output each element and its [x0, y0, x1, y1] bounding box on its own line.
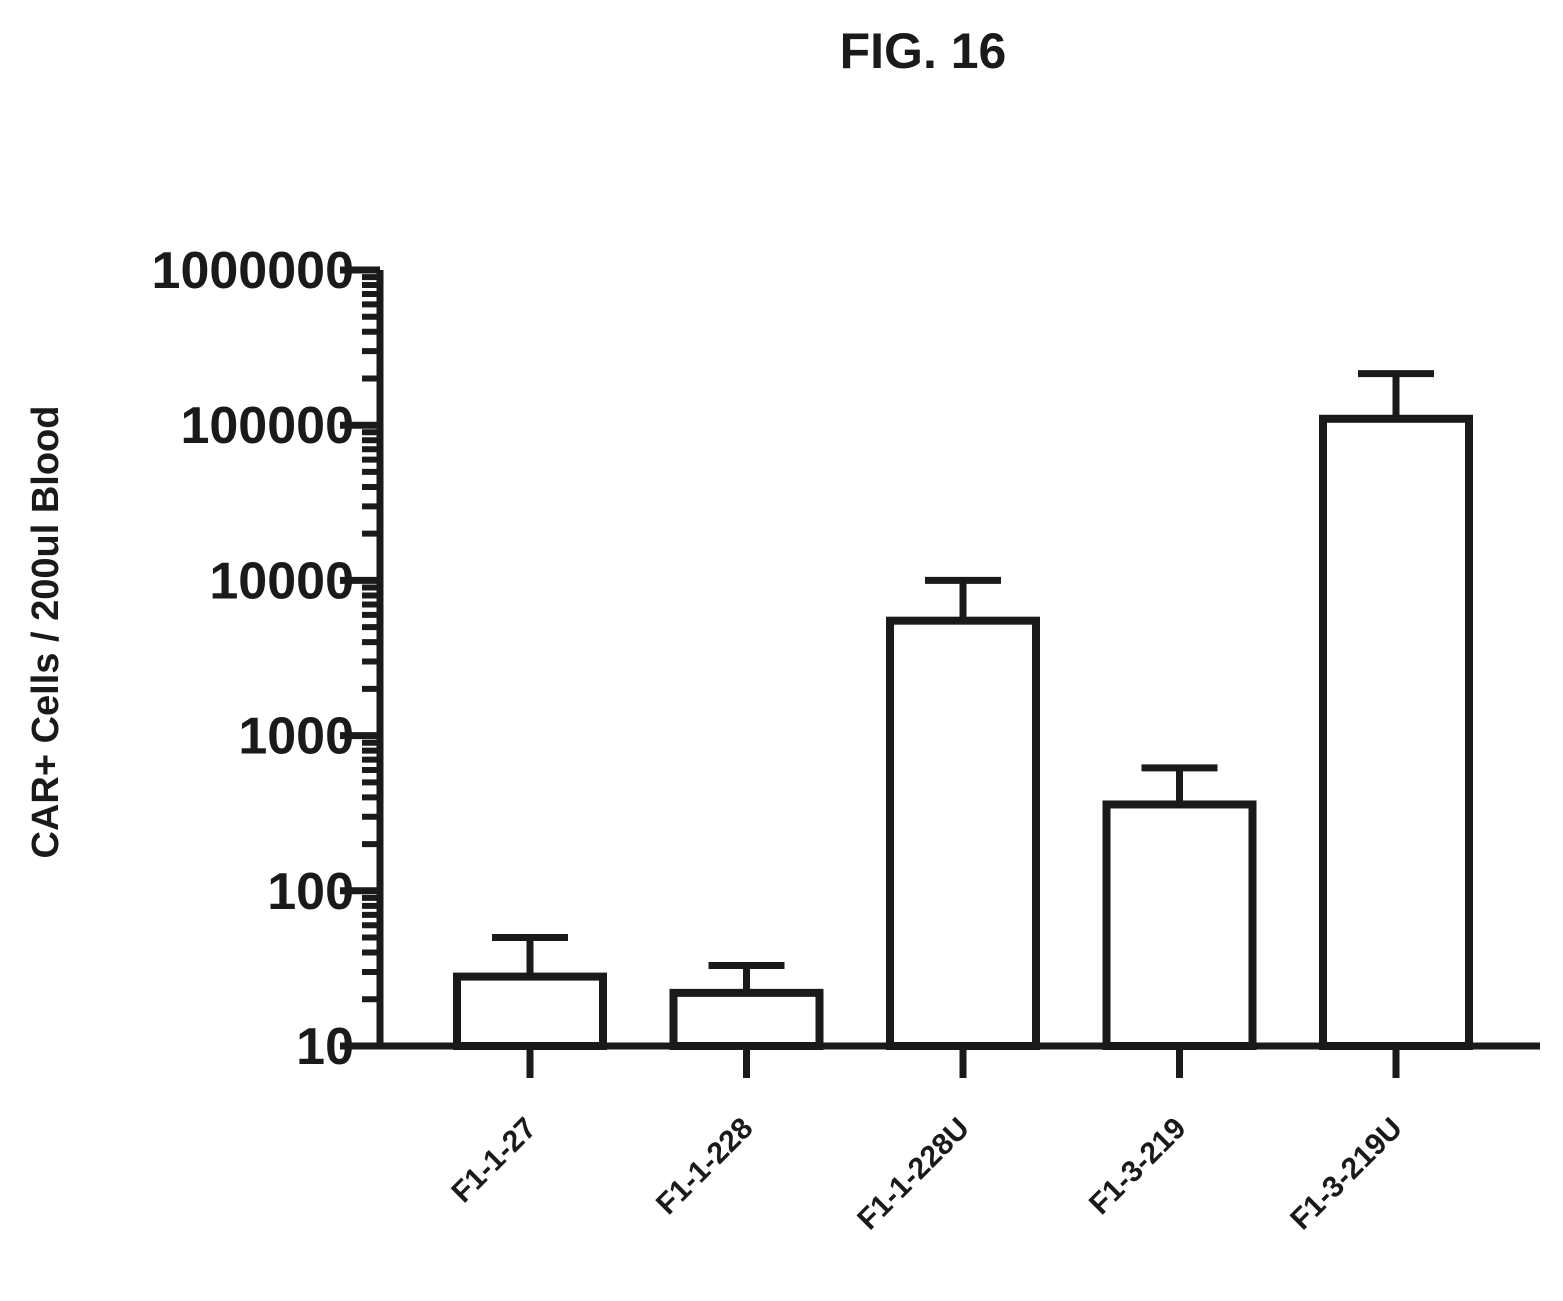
y-tick-label: 10000 [209, 552, 354, 610]
bar [669, 988, 824, 1051]
x-tick-label: F1-3-219U [1284, 1112, 1409, 1237]
bar [1102, 800, 1257, 1050]
bar [453, 972, 607, 1050]
figure-title: FIG. 16 [840, 23, 1007, 79]
x-tick-label: F1-1-228U [851, 1112, 976, 1237]
y-axis-title: CAR+ Cells / 200ul Blood [25, 406, 67, 859]
bar [1319, 414, 1473, 1050]
x-tick-label: F1-3-219 [1083, 1112, 1192, 1221]
bar [886, 616, 1040, 1051]
y-tick-label: 1000 [238, 708, 354, 766]
x-tick-label: F1-1-27 [445, 1112, 543, 1210]
y-tick-label: 100000 [180, 397, 354, 455]
tick-labels: 10 100 1000 10000 100000 1000000 F1-1-27 F1-1-2… [152, 242, 1409, 1236]
y-tick-label: 1000000 [152, 242, 354, 300]
y-tick-label: 100 [267, 863, 354, 921]
y-tick-label: 10 [296, 1018, 354, 1076]
bars [453, 370, 1473, 1051]
x-tick-label: F1-1-228 [650, 1112, 759, 1221]
